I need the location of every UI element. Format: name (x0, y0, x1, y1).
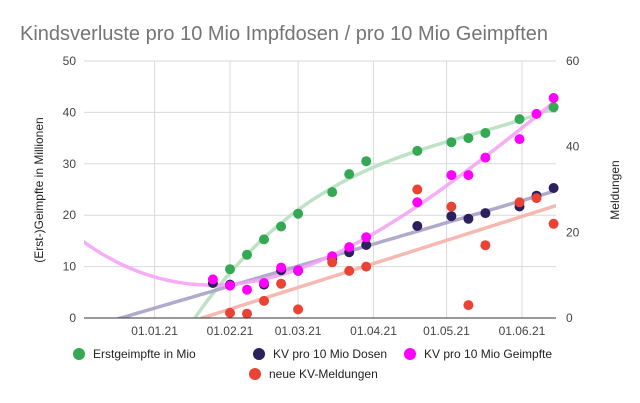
legend-label: neue KV-Meldungen (269, 367, 378, 381)
data-point (480, 240, 491, 251)
data-point (293, 304, 304, 315)
legend-marker (249, 368, 261, 380)
y-left-tick-label: 50 (63, 54, 77, 68)
data-point (548, 102, 559, 113)
data-point (412, 221, 423, 231)
y-right-tick-label: 0 (566, 311, 573, 325)
data-point (480, 128, 491, 138)
chart-title: Kindsverluste pro 10 Mio Impfdosen / pro… (20, 23, 548, 45)
data-point (463, 133, 474, 144)
y-left-tick-label: 40 (63, 105, 77, 119)
data-point (276, 262, 287, 273)
data-point (531, 193, 542, 204)
data-point (446, 170, 457, 181)
x-tick-label: 01.03.21 (275, 324, 322, 338)
axes: 0 10 20 30 40 50 0 20 40 60 01.01.21 01.02.21 01.03.… (63, 54, 580, 338)
data-point (225, 280, 235, 291)
legend-label: KV pro 10 Mio Geimpfte (424, 347, 552, 361)
y-left-tick-label: 20 (63, 208, 77, 222)
x-tick-label: 01.02.21 (207, 324, 254, 338)
data-point (412, 145, 423, 156)
legend: Erstgeimpfte in Mio KV pro 10 Mio Dosen KV… (73, 347, 552, 381)
trendline (194, 105, 556, 318)
data-point (361, 232, 372, 243)
data-point (242, 284, 252, 295)
data-point (480, 152, 491, 163)
data-point (361, 261, 372, 272)
legend-item: neue KV-Meldungen (249, 367, 378, 381)
data-point (259, 234, 269, 245)
x-tick-label: 01.01.21 (131, 324, 178, 338)
x-tick-label: 01.04.21 (350, 324, 397, 338)
legend-marker (404, 348, 416, 360)
y-right-tick-label: 60 (566, 54, 580, 68)
trendline (199, 203, 556, 318)
data-point (344, 242, 355, 253)
data-point (514, 114, 525, 125)
data-point (293, 265, 304, 276)
data-point (514, 134, 525, 145)
y-right-tick-label: 40 (566, 140, 580, 154)
data-point (548, 93, 559, 103)
grid (84, 60, 556, 318)
data-point (480, 208, 491, 219)
y-left-tick-label: 30 (63, 157, 77, 171)
legend-marker (73, 348, 85, 360)
data-point (242, 249, 252, 260)
data-point (259, 295, 269, 306)
data-point (531, 108, 542, 119)
data-point (361, 156, 372, 167)
data-point (412, 197, 423, 208)
data-point (242, 308, 252, 319)
y-left-tick-label: 10 (63, 260, 77, 274)
data-point (548, 183, 559, 193)
legend-label: KV pro 10 Mio Dosen (273, 347, 387, 361)
data-point (344, 169, 355, 180)
data-point (259, 278, 269, 288)
data-point (207, 274, 218, 285)
data-point (463, 170, 474, 181)
data-point (514, 197, 525, 208)
legend-item: KV pro 10 Mio Dosen (253, 347, 387, 361)
y-axis-right-title: Meldungen (608, 160, 622, 219)
data-point (327, 257, 338, 268)
data-point (463, 300, 474, 311)
data-points (207, 93, 559, 319)
data-point (446, 201, 457, 212)
data-point (446, 211, 457, 222)
legend-item: Erstgeimpfte in Mio (73, 347, 196, 361)
y-right-tick-label: 20 (566, 225, 580, 239)
y-left-tick-label: 0 (69, 311, 76, 325)
trendline (84, 98, 556, 287)
data-point (276, 221, 287, 232)
data-point (293, 208, 304, 219)
legend-label: Erstgeimpfte in Mio (93, 347, 196, 361)
data-point (327, 187, 338, 198)
legend-marker (253, 348, 265, 360)
data-point (446, 137, 457, 148)
data-point (225, 264, 235, 275)
data-point (361, 240, 372, 250)
data-point (276, 278, 287, 289)
y-axis-left-title: (Erst-)Geimpfte in Millionen (32, 117, 46, 262)
legend-item: KV pro 10 Mio Geimpfte (404, 347, 552, 361)
data-point (548, 218, 559, 229)
x-tick-label: 01.06.21 (499, 324, 546, 338)
data-point (225, 307, 235, 318)
data-point (344, 265, 355, 276)
data-point (463, 213, 474, 224)
data-point (412, 184, 423, 195)
x-tick-label: 01.05.21 (423, 324, 470, 338)
